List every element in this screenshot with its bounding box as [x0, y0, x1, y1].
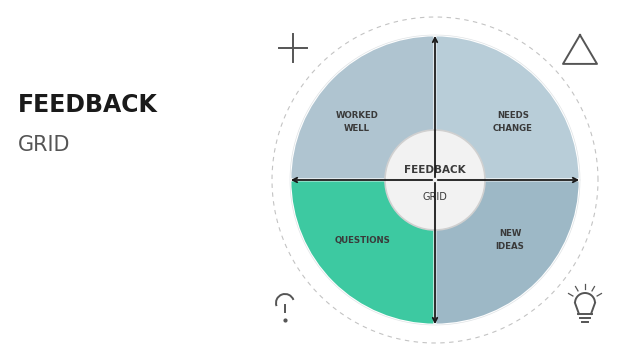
Wedge shape	[435, 35, 580, 180]
Circle shape	[385, 130, 485, 230]
Wedge shape	[290, 35, 435, 180]
Text: GRID: GRID	[18, 135, 70, 155]
Text: WORKED
WELL: WORKED WELL	[335, 111, 378, 133]
Wedge shape	[290, 180, 435, 325]
Text: FEEDBACK: FEEDBACK	[18, 93, 158, 117]
Text: NEEDS
CHANGE: NEEDS CHANGE	[493, 111, 533, 133]
Text: QUESTIONS: QUESTIONS	[335, 235, 391, 244]
Text: GRID: GRID	[422, 192, 447, 202]
Text: NEW
IDEAS: NEW IDEAS	[496, 229, 525, 251]
Text: FEEDBACK: FEEDBACK	[404, 165, 466, 175]
Wedge shape	[435, 180, 580, 325]
